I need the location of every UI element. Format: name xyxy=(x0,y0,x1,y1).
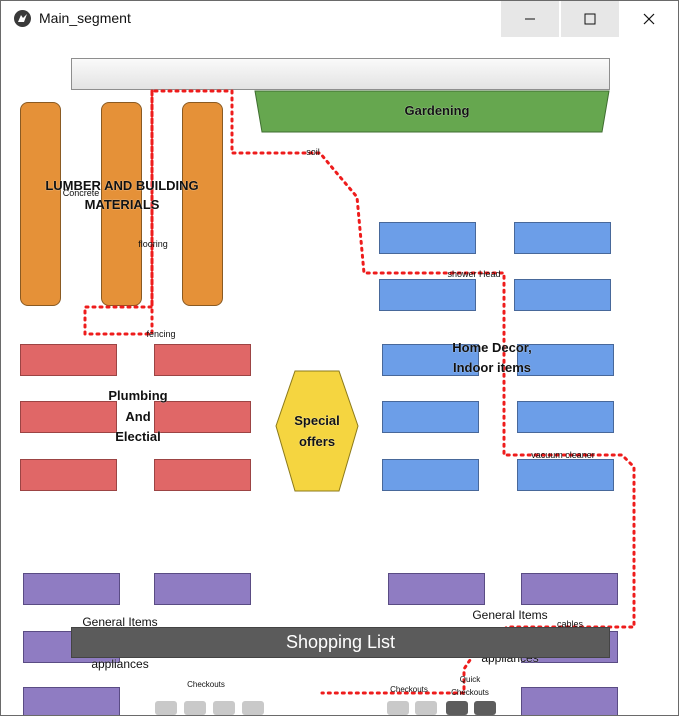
general-items-shelf xyxy=(23,573,120,605)
entrance-bar xyxy=(71,58,610,90)
maximize-button[interactable] xyxy=(561,1,619,37)
plumbing-shelf xyxy=(154,401,251,433)
store-map-canvas: Gardening LUMBER AND BUILDING MATERIALS … xyxy=(2,37,678,715)
appliances-left-label: appliances xyxy=(91,657,149,671)
plumbing-label-line2: And xyxy=(125,409,151,424)
route-label-fencing: fencing xyxy=(146,329,176,339)
home-decor-shelf xyxy=(382,459,479,491)
home-decor-shelf xyxy=(379,222,476,254)
route-label-vacuum-cleaner: vacuum cleaner xyxy=(531,450,595,460)
plumbing-label-line3: Electial xyxy=(115,429,161,444)
plumbing-shelf xyxy=(20,459,117,491)
checkouts-right-label: Checkouts xyxy=(390,685,428,694)
checkouts-left-label: Checkouts xyxy=(187,680,225,689)
title-bar[interactable]: Main_segment xyxy=(1,1,678,37)
home-decor-shelf xyxy=(517,459,614,491)
special-offers-label-line1: Special xyxy=(294,413,340,428)
plumbing-shelf xyxy=(20,401,117,433)
home-decor-label-line2: Indoor items xyxy=(452,360,531,375)
checkout-counter xyxy=(242,701,264,715)
general-items-shelf xyxy=(521,687,618,715)
window-title: Main_segment xyxy=(39,10,131,26)
close-icon xyxy=(643,13,655,25)
home-decor-shelf xyxy=(382,344,479,376)
general-items-left-label: General Items xyxy=(82,615,158,629)
kivy-app-icon xyxy=(14,10,31,27)
lumber-label-line1: LUMBER AND BUILDING xyxy=(45,178,199,193)
route-label-soil: soil xyxy=(306,147,320,157)
route-label-shower-head: shower Head xyxy=(447,269,501,279)
home-decor-shelf xyxy=(517,344,614,376)
home-decor-shelf xyxy=(514,222,611,254)
plumbing-shelf xyxy=(154,459,251,491)
lumber-aisle-1 xyxy=(20,102,61,306)
checkout-counter xyxy=(184,701,206,715)
plumbing-shelf xyxy=(154,344,251,376)
home-decor-shelf xyxy=(514,279,611,311)
gardening-section xyxy=(254,90,610,133)
quick-checkouts-label-line2: Checkouts xyxy=(451,688,489,697)
home-decor-shelf xyxy=(517,401,614,433)
quick-checkout-counter xyxy=(474,701,496,715)
maximize-icon xyxy=(584,13,596,25)
quick-checkout-counter xyxy=(446,701,468,715)
general-items-shelf xyxy=(388,573,485,605)
plumbing-shelf xyxy=(20,344,117,376)
route-label-flooring: flooring xyxy=(138,239,168,249)
general-items-right-label: General Items xyxy=(472,608,548,622)
checkout-counter xyxy=(387,701,409,715)
general-items-shelf xyxy=(521,573,618,605)
lumber-label-line2: MATERIALS xyxy=(84,197,160,212)
route-label-cables: cables xyxy=(556,619,583,629)
special-offers-hexagon xyxy=(275,370,359,492)
gardening-label: Gardening xyxy=(404,103,470,118)
quick-checkouts-label-line1: Quick xyxy=(459,675,481,684)
general-items-shelf xyxy=(154,573,251,605)
section-shapes xyxy=(254,90,610,492)
close-button[interactable] xyxy=(620,1,678,37)
minimize-icon xyxy=(525,18,535,20)
checkout-counter xyxy=(155,701,177,715)
plumbing-label-line1: Plumbing xyxy=(108,388,168,403)
checkout-counter xyxy=(213,701,235,715)
checkout-counter xyxy=(415,701,437,715)
lumber-aisle-3 xyxy=(182,102,223,306)
route-label-concrete: Concrete xyxy=(62,188,100,198)
minimize-button[interactable] xyxy=(501,1,559,37)
shopping-list-button[interactable]: Shopping List xyxy=(71,627,610,658)
general-items-shelf xyxy=(23,687,120,715)
home-decor-label-line1: Home Decor, xyxy=(452,340,532,355)
lumber-aisle-2 xyxy=(101,102,142,306)
home-decor-shelf xyxy=(382,401,479,433)
home-decor-shelf xyxy=(379,279,476,311)
special-offers-label-line2: offers xyxy=(298,434,336,449)
